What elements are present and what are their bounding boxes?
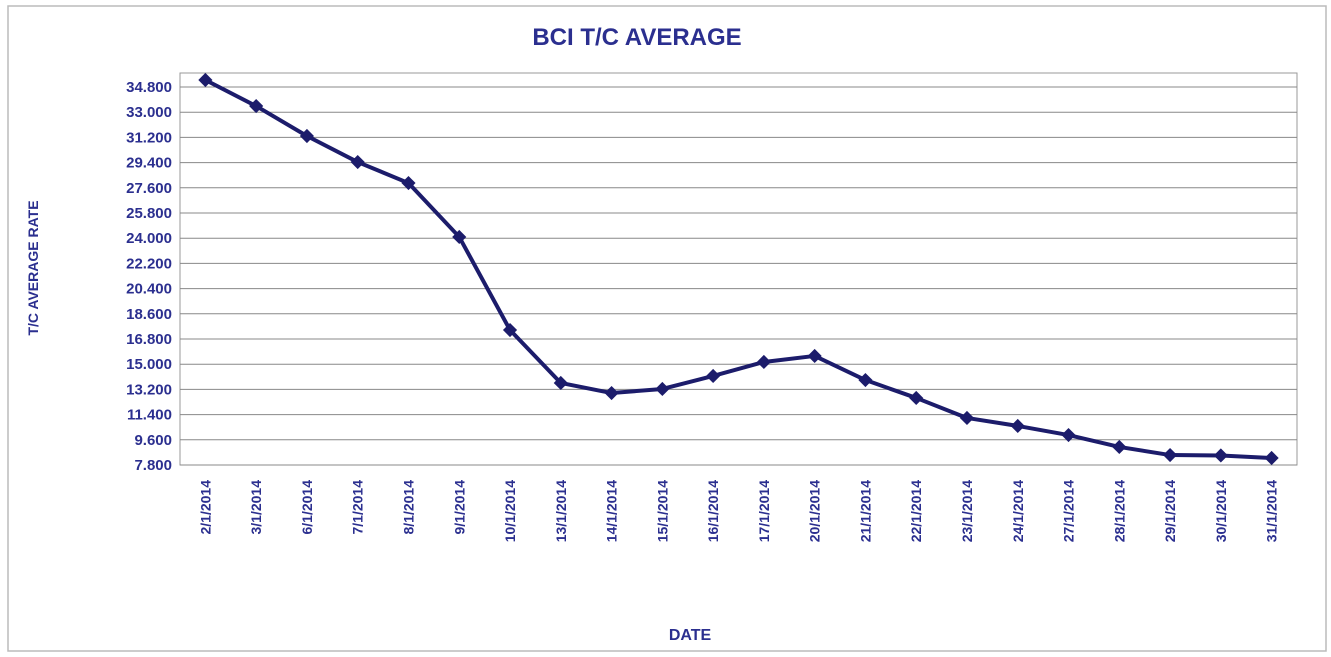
data-point <box>350 154 365 170</box>
data-point <box>1010 418 1025 434</box>
chart-title: BCI T/C AVERAGE <box>532 24 741 51</box>
y-tick-label: 15.000 <box>126 356 172 373</box>
x-tick-label: 7/1/2014 <box>350 480 366 535</box>
x-tick-label: 10/1/2014 <box>502 480 518 542</box>
y-tick-label: 18.600 <box>126 306 172 323</box>
x-tick-label: 2/1/2014 <box>197 480 213 535</box>
data-point <box>807 348 822 364</box>
data-point <box>1264 450 1279 466</box>
x-tick-label: 14/1/2014 <box>604 480 620 542</box>
x-tick-label: 28/1/2014 <box>1111 480 1127 542</box>
x-tick-label: 16/1/2014 <box>705 480 721 542</box>
x-tick-label: 3/1/2014 <box>248 480 264 535</box>
data-point <box>655 381 670 397</box>
data-point <box>604 385 619 401</box>
x-tick-label: 30/1/2014 <box>1213 480 1229 542</box>
y-tick-label: 34.800 <box>126 79 172 96</box>
data-point <box>1213 448 1228 463</box>
data-point <box>706 368 721 384</box>
x-tick-label: 27/1/2014 <box>1061 480 1077 542</box>
y-tick-label: 20.400 <box>126 281 172 298</box>
x-tick-label: 31/1/2014 <box>1264 480 1280 542</box>
y-tick-label: 13.200 <box>126 381 172 398</box>
series-line <box>204 78 1272 460</box>
data-point <box>756 354 771 370</box>
y-tick-label: 24.000 <box>126 230 172 247</box>
x-tick-label: 29/1/2014 <box>1162 480 1178 542</box>
data-point <box>909 390 924 406</box>
y-tick-label: 29.400 <box>126 155 172 172</box>
x-tick-label: 6/1/2014 <box>299 480 315 535</box>
data-point <box>299 128 315 144</box>
data-point <box>1112 439 1127 455</box>
y-tick-label: 16.800 <box>126 331 172 348</box>
data-point <box>959 410 975 426</box>
x-tick-label: 13/1/2014 <box>553 480 569 542</box>
x-axis-label: DATE <box>669 627 712 644</box>
y-axis-label: T/C AVERAGE RATE <box>25 200 41 335</box>
y-tick-label: 25.800 <box>126 205 172 222</box>
x-tick-label: 24/1/2014 <box>1010 480 1026 542</box>
y-tick-label: 9.600 <box>134 432 172 449</box>
y-tick-label: 22.200 <box>126 255 172 272</box>
x-tick-label: 8/1/2014 <box>400 480 416 535</box>
data-point <box>452 229 467 245</box>
x-tick-label: 15/1/2014 <box>654 480 670 542</box>
x-tick-label: 9/1/2014 <box>451 480 467 535</box>
chart-frame <box>7 5 1327 652</box>
x-tick-label: 20/1/2014 <box>807 480 823 542</box>
x-tick-label: 23/1/2014 <box>959 480 975 542</box>
x-tick-label: 22/1/2014 <box>908 480 924 542</box>
data-point <box>553 375 568 391</box>
x-tick-label: 17/1/2014 <box>756 480 772 542</box>
data-point <box>858 372 873 388</box>
data-point <box>401 175 416 191</box>
data-point <box>1162 447 1178 463</box>
y-tick-label: 27.600 <box>126 180 172 197</box>
y-tick-label: 31.200 <box>126 129 172 146</box>
x-tick-label: 21/1/2014 <box>857 480 873 542</box>
y-tick-label: 7.800 <box>134 457 172 474</box>
data-point <box>1061 427 1076 443</box>
y-tick-label: 33.000 <box>126 104 172 121</box>
y-tick-label: 11.400 <box>127 407 172 424</box>
